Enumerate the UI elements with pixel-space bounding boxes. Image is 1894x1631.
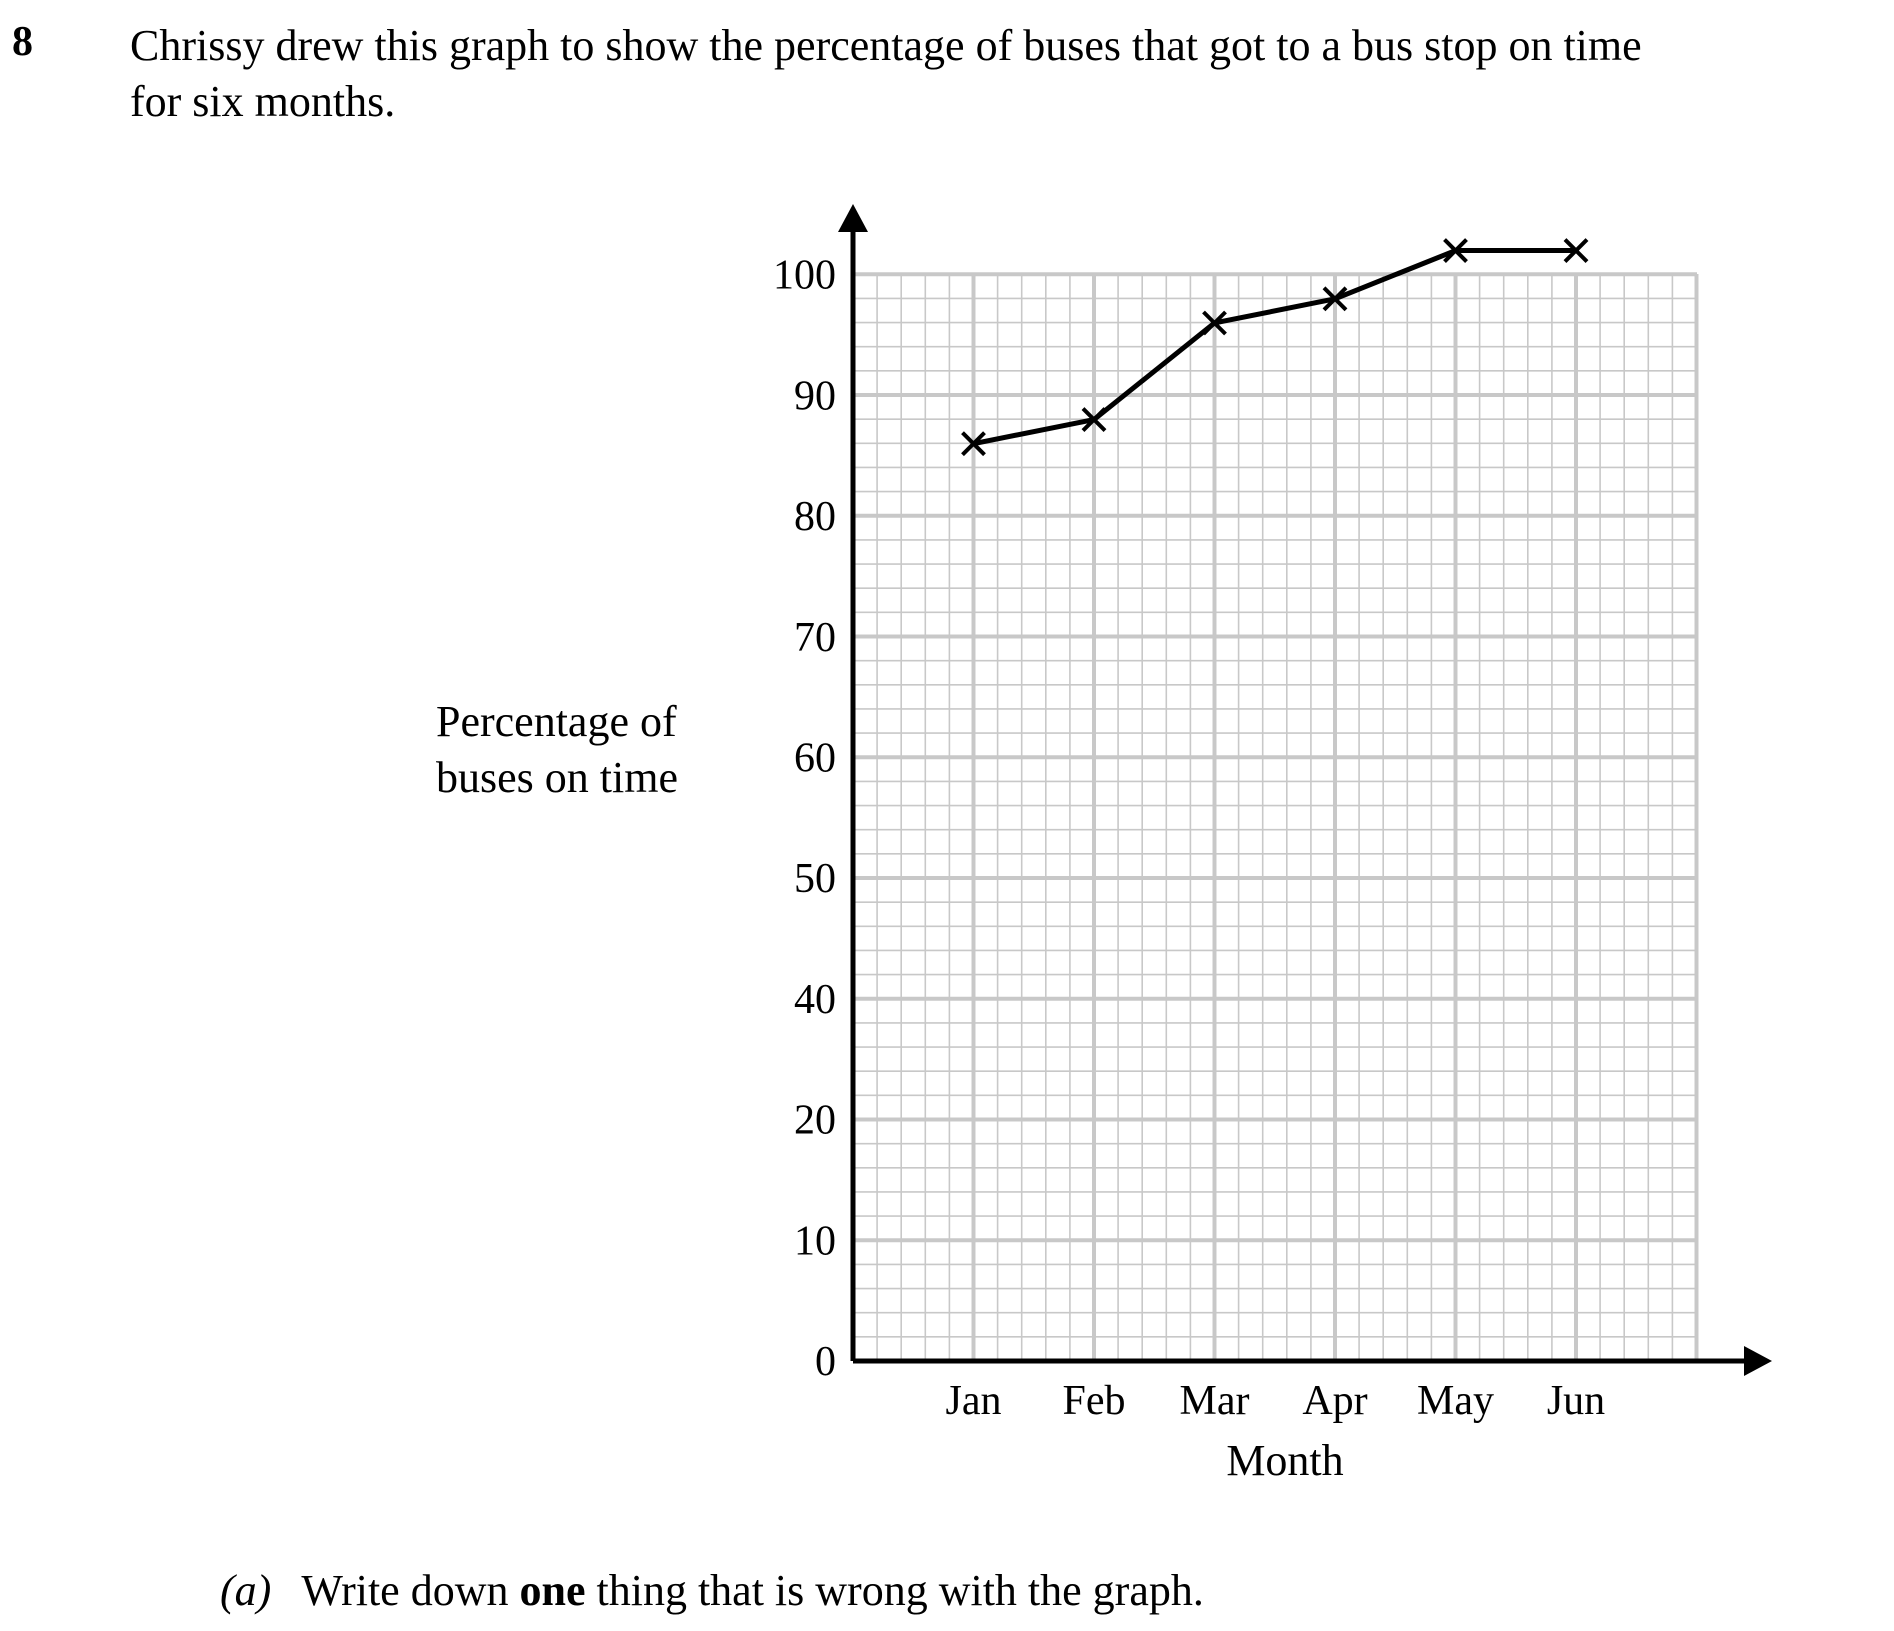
y-axis-label-line-1: Percentage of: [436, 697, 677, 746]
y-tick-label: 90: [794, 373, 836, 419]
data-point-marker: [1322, 286, 1348, 312]
y-tick-label: 20: [794, 1098, 836, 1144]
data-point-marker: [1443, 238, 1468, 263]
question-number: 8: [12, 19, 33, 65]
x-tick-label: Jan: [946, 1378, 1002, 1424]
y-tick-labels: 0 10 20 40 50 60 70 80 90 100: [773, 253, 836, 1385]
data-point-marker: [1563, 238, 1589, 263]
axes: [838, 204, 1772, 1376]
y-tick-label: 70: [794, 615, 836, 661]
x-tick-label: May: [1417, 1378, 1494, 1424]
y-tick-label: 80: [794, 494, 836, 540]
question-text-line-2: for six months.: [130, 77, 396, 126]
question-text-line-1: Chrissy drew this graph to show the perc…: [130, 21, 1642, 70]
data-series: [961, 238, 1589, 457]
x-axis-label: Month: [1226, 1436, 1343, 1485]
question-text: Chrissy drew this graph to show the perc…: [130, 18, 1870, 130]
question-part-a: (a) Write down one thing that is wrong wi…: [220, 1565, 1204, 1616]
part-a-emphasis: one: [519, 1566, 586, 1615]
x-axis-arrowhead: [1744, 1346, 1772, 1376]
y-axis-label: Percentage of buses on time: [436, 694, 678, 806]
x-tick-label: Apr: [1302, 1378, 1367, 1424]
data-point-marker: [961, 431, 986, 457]
y-tick-label: 50: [794, 856, 836, 902]
y-tick-label: 10: [794, 1218, 836, 1264]
x-tick-label: Mar: [1180, 1378, 1250, 1424]
part-a-letter: (a): [220, 1566, 272, 1615]
x-tick-label: Feb: [1063, 1378, 1126, 1424]
data-point-marker: [1081, 407, 1107, 432]
part-a-text-before: Write down: [301, 1566, 520, 1615]
x-tick-labels: Jan Feb Mar Apr May Jun: [946, 1378, 1606, 1424]
y-axis-arrowhead: [838, 204, 868, 232]
part-a-text-after: thing that is wrong with the graph.: [585, 1566, 1204, 1615]
y-tick-label: 0: [815, 1339, 836, 1385]
y-tick-label: 40: [794, 977, 836, 1023]
grid-major: [851, 272, 1699, 1363]
y-tick-label: 100: [773, 253, 836, 299]
y-tick-label: 60: [794, 736, 836, 782]
grid-minor: [853, 274, 1697, 1361]
series-line: [973, 248, 1576, 447]
x-tick-label: Jun: [1547, 1378, 1605, 1424]
data-point-marker: [1202, 310, 1227, 336]
y-axis-label-line-2: buses on time: [436, 753, 678, 802]
